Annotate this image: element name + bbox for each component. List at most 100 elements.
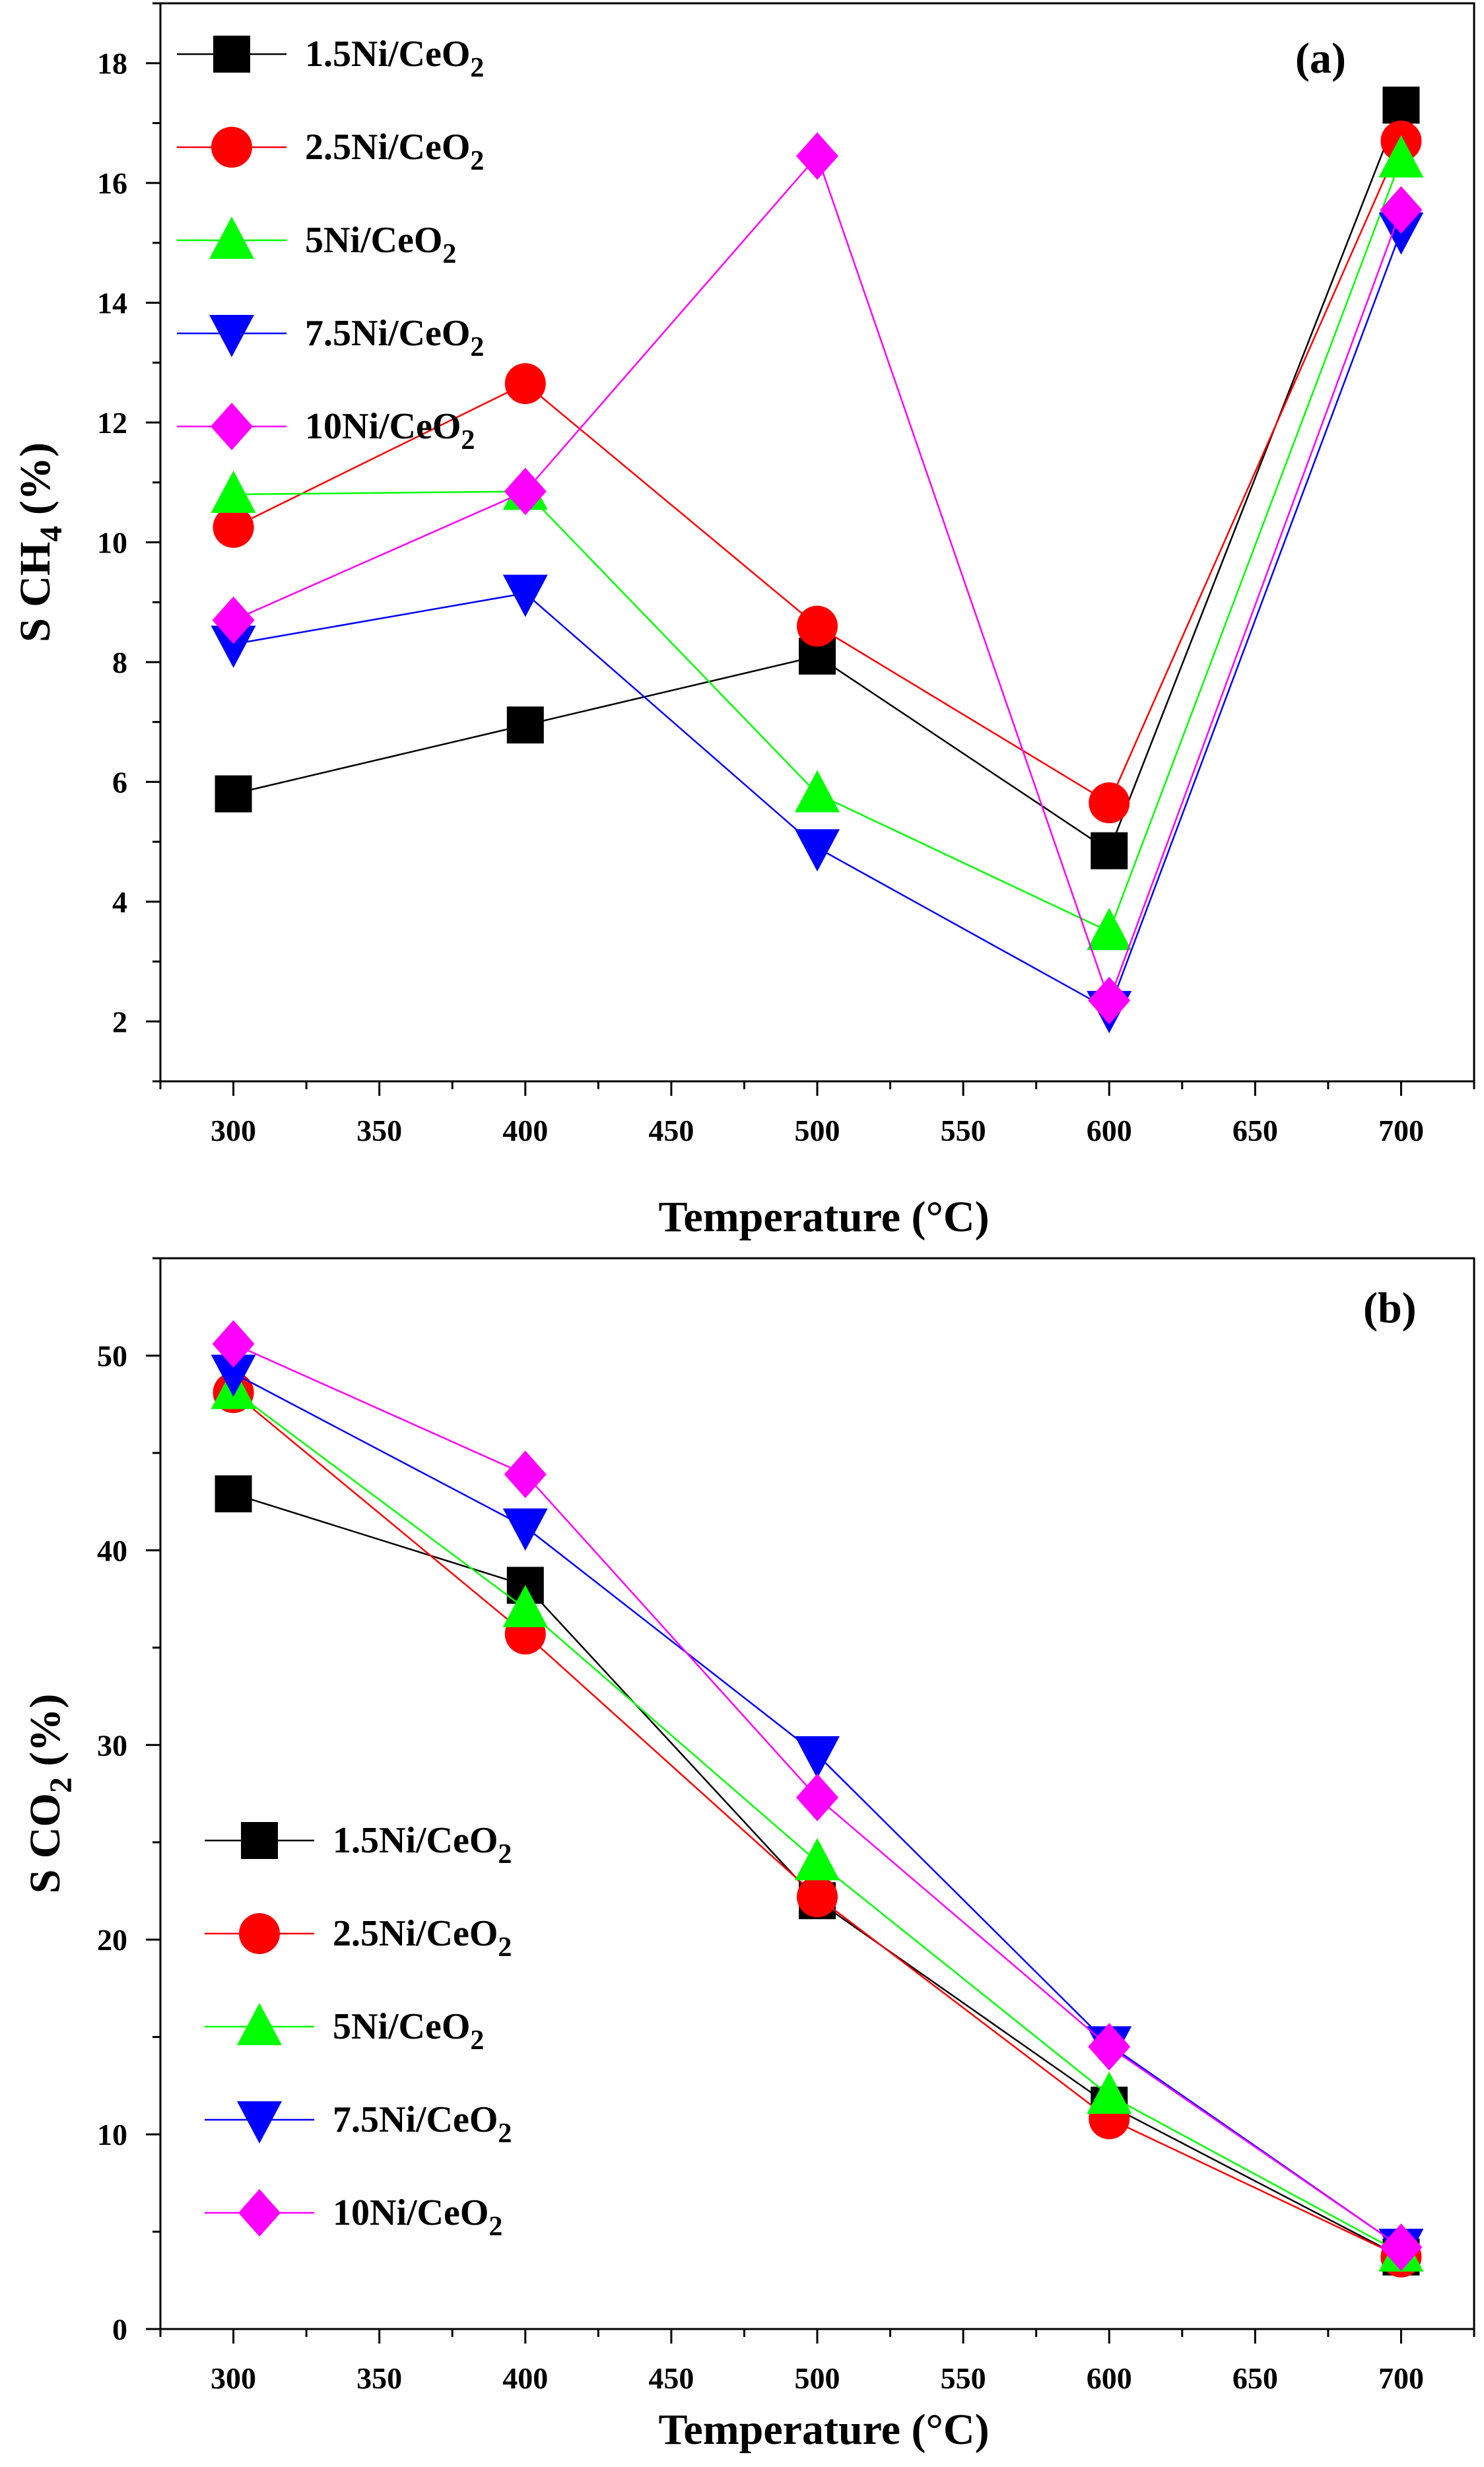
series-10Ni/CeO2 [212, 1320, 1423, 2272]
data-point [1088, 976, 1131, 1025]
legend-marker [209, 217, 254, 259]
legend-item: 2.5Ni/CeO2 [177, 127, 484, 176]
y-axis-title: S CH4 (%) [11, 442, 69, 642]
y-tick-label: 4 [112, 885, 127, 919]
x-tick-label: 650 [1232, 1114, 1278, 1147]
legend-label: 5Ni/CeO2 [333, 2006, 484, 2056]
legend-marker [237, 2003, 282, 2045]
x-tick-label: 650 [1232, 2361, 1278, 2395]
series-1.5Ni/CeO2 [215, 86, 1420, 869]
data-point [1089, 782, 1130, 824]
x-tick-label: 550 [941, 2361, 986, 2395]
data-point [1380, 186, 1423, 234]
legend-marker [211, 403, 253, 450]
legend-marker [238, 2189, 281, 2237]
y-tick-label: 8 [112, 646, 127, 679]
legend-label: 1.5Ni/CeO2 [305, 34, 484, 83]
data-point [504, 363, 546, 405]
data-point [795, 770, 840, 813]
legend-label: 7.5Ni/CeO2 [333, 2099, 512, 2149]
legend-item: 2.5Ni/CeO2 [205, 1913, 512, 1963]
x-tick-label: 700 [1378, 2361, 1424, 2395]
legend-label: 7.5Ni/CeO2 [305, 313, 484, 362]
series-10Ni/CeO2 [212, 132, 1423, 1025]
x-tick-label: 450 [648, 1114, 694, 1147]
x-tick-label: 300 [211, 1114, 256, 1147]
data-point [1378, 135, 1424, 178]
y-tick-label: 16 [97, 166, 127, 200]
data-point [506, 706, 544, 744]
data-point [212, 596, 255, 644]
legend-item: 7.5Ni/CeO2 [205, 2099, 512, 2149]
data-point [215, 775, 252, 813]
data-point [796, 132, 838, 180]
legend-item: 10Ni/CeO2 [205, 2189, 502, 2242]
legend-item: 1.5Ni/CeO2 [177, 34, 484, 83]
data-point [797, 1876, 838, 1918]
y-tick-label: 14 [97, 287, 127, 320]
legend-marker [209, 315, 254, 357]
x-tick-label: 600 [1087, 2361, 1132, 2395]
legend-item: 5Ni/CeO2 [177, 217, 456, 269]
legend: 1.5Ni/CeO2 2.5Ni/CeO2 5Ni/CeO2 7.5Ni/CeO2 10… [177, 34, 484, 456]
legend-label: 2.5Ni/CeO2 [333, 1913, 512, 1963]
data-point [504, 467, 547, 516]
data-point [215, 1475, 252, 1512]
x-tick-label: 400 [502, 2361, 548, 2395]
legend-label: 1.5Ni/CeO2 [333, 1820, 512, 1870]
legend-marker [241, 1822, 278, 1859]
x-axis-title: Temperature (°C) [658, 1193, 989, 1241]
legend-marker [237, 2101, 282, 2144]
y-tick-label: 0 [112, 2313, 127, 2346]
x-axis-title: Temperature (°C) [658, 2406, 989, 2454]
x-tick-label: 300 [211, 2361, 256, 2395]
x-tick-label: 450 [648, 2361, 694, 2395]
x-tick-label: 350 [356, 2361, 402, 2395]
legend-item: 7.5Ni/CeO2 [177, 313, 484, 362]
y-tick-label: 20 [97, 1923, 127, 1957]
legend: 1.5Ni/CeO2 2.5Ni/CeO2 5Ni/CeO2 7.5Ni/CeO2 10… [205, 1820, 512, 2242]
x-tick-label: 500 [795, 1114, 840, 1147]
data-point [213, 506, 254, 548]
data-point [211, 1354, 256, 1397]
legend-label: 5Ni/CeO2 [305, 220, 456, 269]
series-5Ni/CeO2 [211, 1367, 1424, 2272]
legend-label: 2.5Ni/CeO2 [305, 127, 484, 176]
data-point [1380, 2223, 1423, 2272]
data-point [1087, 908, 1132, 951]
panel-b: 300 350 400 450 500 550 600 650 700 0 10 20 30 40 50 Te… [21, 1257, 1475, 2454]
x-tick-label: 400 [502, 1114, 548, 1147]
panel-label: (a) [1295, 34, 1346, 83]
x-tick-label: 550 [941, 1114, 986, 1147]
data-point [211, 470, 256, 513]
y-tick-label: 2 [112, 1005, 127, 1038]
data-point [1091, 832, 1128, 869]
x-tick-label: 700 [1378, 1114, 1424, 1147]
legend-marker [211, 127, 252, 168]
data-point [1382, 86, 1420, 124]
data-point [795, 1736, 840, 1779]
legend-label: 10Ni/CeO2 [305, 406, 475, 456]
legend-marker [239, 1913, 280, 1954]
data-point [1088, 2023, 1131, 2071]
x-tick-label: 350 [356, 1114, 402, 1147]
x-tick-label: 500 [795, 2361, 840, 2395]
panel-a: 300 350 400 450 500 550 600 650 700 2 4 6 8 10 12 14 16 1… [11, 2, 1475, 1241]
y-tick-label: 50 [97, 1339, 127, 1372]
panel-label: (b) [1363, 1284, 1417, 1332]
y-tick-label: 18 [97, 47, 127, 81]
data-point [795, 1838, 840, 1881]
legend-item: 1.5Ni/CeO2 [205, 1820, 512, 1870]
data-point [504, 1450, 547, 1499]
data-point [502, 1508, 548, 1551]
y-tick-label: 12 [97, 406, 127, 440]
data-point [795, 829, 840, 872]
y-tick-label: 40 [97, 1534, 127, 1567]
y-tick-label: 6 [112, 765, 127, 799]
data-point [502, 1584, 548, 1627]
y-axis-title: S CO2 (%) [21, 1694, 79, 1894]
legend-item: 5Ni/CeO2 [205, 2003, 484, 2056]
y-tick-label: 30 [97, 1728, 127, 1762]
